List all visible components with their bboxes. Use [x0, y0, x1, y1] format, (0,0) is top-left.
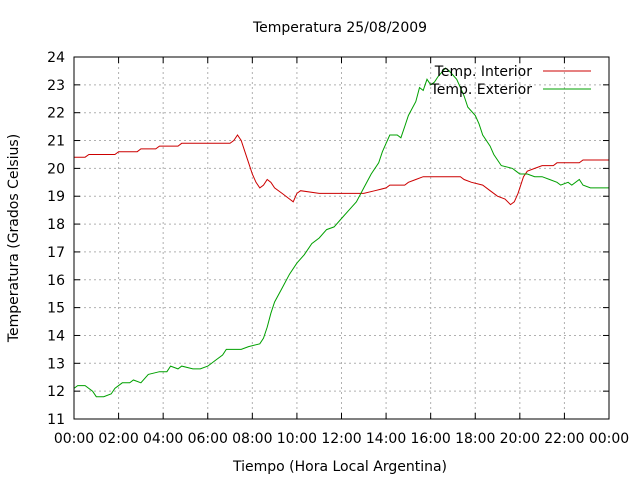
y-tick-label: 22 [47, 106, 65, 122]
y-tick-label: 20 [47, 161, 65, 177]
y-tick-label: 17 [47, 245, 65, 261]
y-tick-label: 18 [47, 217, 65, 233]
y-tick-label: 16 [47, 273, 65, 289]
y-tick-label: 23 [47, 78, 65, 94]
y-tick-label: 21 [47, 134, 65, 150]
x-tick-label: 04:00 [143, 431, 183, 447]
legend-label: Temp. Interior [434, 64, 533, 80]
x-tick-label: 08:00 [232, 431, 272, 447]
y-tick-label: 13 [47, 356, 65, 372]
x-tick-label: 02:00 [98, 431, 138, 447]
series-line-interior [74, 134, 609, 206]
y-tick-label: 14 [47, 328, 65, 344]
y-tick-label: 15 [47, 301, 65, 317]
x-tick-label: 22:00 [544, 431, 584, 447]
x-tick-label: 00:00 [54, 431, 94, 447]
y-tick-label: 12 [47, 384, 65, 400]
y-tick-label: 24 [47, 50, 65, 66]
legend: Temp. Interior Temp. Exterior [430, 64, 591, 98]
grid-lines [74, 57, 609, 419]
plot-frame [73, 56, 610, 420]
series-line-exterior [73, 67, 609, 398]
legend-label: Temp. Exterior [430, 82, 533, 98]
series-lines [73, 67, 609, 398]
x-axis-ticks: 00:00 02:00 04:00 06:00 08:00 10:00 12:00 14:00… [54, 57, 629, 447]
y-axis-label: Temperatura (Grados Celsius) [6, 134, 22, 343]
y-tick-label: 19 [47, 189, 65, 205]
y-tick-label: 11 [47, 412, 65, 428]
y-axis-ticks: 11 12 13 14 15 16 17 18 19 20 21 22 23 24 [47, 50, 609, 428]
x-tick-label: 14:00 [366, 431, 406, 447]
x-tick-label: 06:00 [188, 431, 228, 447]
x-tick-label: 10:00 [277, 431, 317, 447]
x-tick-label: 12:00 [321, 431, 361, 447]
x-tick-label: 18:00 [455, 431, 495, 447]
x-tick-label: 00:00 [589, 431, 629, 447]
x-tick-label: 20:00 [500, 431, 540, 447]
x-axis-label: Tiempo (Hora Local Argentina) [232, 459, 447, 475]
x-tick-label: 16:00 [410, 431, 450, 447]
chart-title: Temperatura 25/08/2009 [252, 20, 427, 36]
